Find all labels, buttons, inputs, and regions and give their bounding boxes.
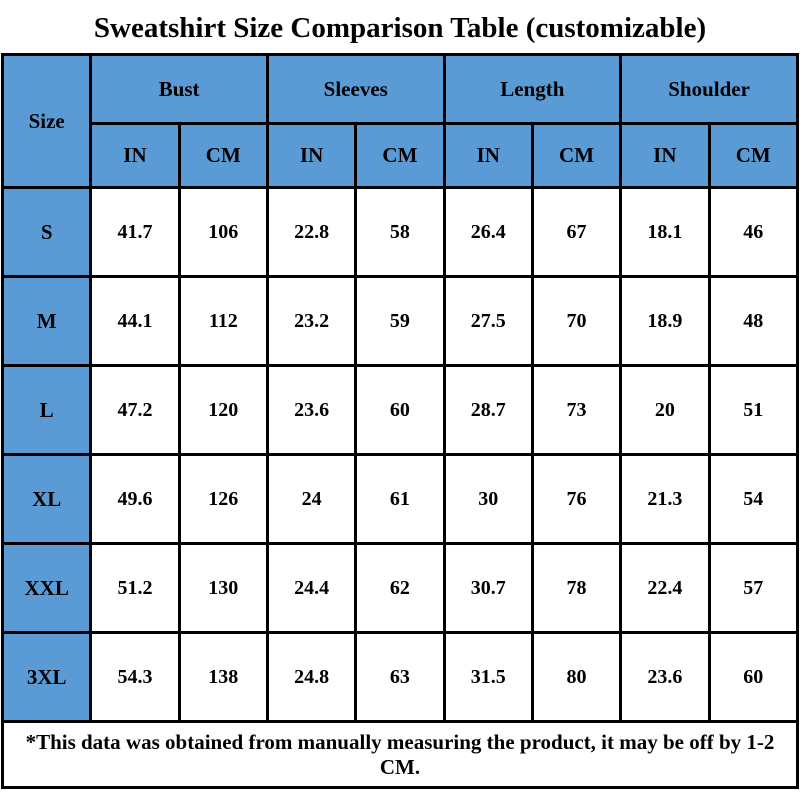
value-cell: 59 bbox=[354, 275, 446, 367]
column-group-length: Length bbox=[442, 53, 623, 125]
value-cell: 22.8 bbox=[265, 186, 358, 278]
unit-header-sleeves-in: IN bbox=[265, 122, 358, 189]
unit-header-bust-cm: CM bbox=[177, 122, 269, 189]
value-cell: 67 bbox=[530, 186, 623, 278]
value-cell: 23.6 bbox=[619, 631, 711, 723]
column-group-shoulder: Shoulder bbox=[619, 53, 799, 125]
value-cell: 63 bbox=[354, 631, 446, 723]
unit-header-row: IN CM IN CM IN CM IN CM bbox=[3, 122, 799, 189]
value-cell: 44.1 bbox=[89, 275, 181, 367]
value-cell: 20 bbox=[619, 364, 711, 456]
value-cell: 51 bbox=[707, 364, 799, 456]
row-header-size-l: L bbox=[0, 364, 93, 456]
size-chart-page: Sweatshirt Size Comparison Table (custom… bbox=[0, 11, 800, 789]
group-header-row: Size Bust Sleeves Length Shoulder bbox=[0, 53, 799, 189]
value-cell: 54 bbox=[707, 453, 799, 545]
table-row: M 44.1 112 23.2 59 27.5 70 18.9 48 bbox=[0, 275, 799, 367]
value-cell: 31.5 bbox=[442, 631, 534, 723]
column-group-sleeves: Sleeves bbox=[265, 53, 446, 125]
unit-header-bust-in: IN bbox=[89, 122, 181, 189]
value-cell: 62 bbox=[354, 542, 446, 634]
value-cell: 24 bbox=[265, 453, 358, 545]
table-row: 3XL 54.3 138 24.8 63 31.5 80 23.6 60 bbox=[0, 631, 799, 723]
unit-header-shoulder-in: IN bbox=[619, 122, 711, 189]
table-row: S 41.7 106 22.8 58 26.4 67 18.1 46 bbox=[0, 186, 799, 278]
unit-header-length-cm: CM bbox=[530, 122, 623, 189]
value-cell: 80 bbox=[530, 631, 623, 723]
value-cell: 24.8 bbox=[265, 631, 358, 723]
value-cell: 21.3 bbox=[619, 453, 711, 545]
value-cell: 120 bbox=[177, 364, 269, 456]
value-cell: 30.7 bbox=[442, 542, 534, 634]
value-cell: 48 bbox=[707, 275, 799, 367]
value-cell: 138 bbox=[177, 631, 269, 723]
unit-header-length-in: IN bbox=[442, 122, 534, 189]
value-cell: 70 bbox=[530, 275, 623, 367]
value-cell: 60 bbox=[354, 364, 446, 456]
value-cell: 22.4 bbox=[619, 542, 711, 634]
value-cell: 27.5 bbox=[442, 275, 534, 367]
value-cell: 58 bbox=[354, 186, 446, 278]
value-cell: 57 bbox=[707, 542, 799, 634]
value-cell: 30 bbox=[442, 453, 534, 545]
value-cell: 23.6 bbox=[265, 364, 358, 456]
row-header-size-3xl: 3XL bbox=[0, 631, 93, 723]
value-cell: 28.7 bbox=[442, 364, 534, 456]
value-cell: 47.2 bbox=[89, 364, 181, 456]
value-cell: 78 bbox=[530, 542, 623, 634]
row-header-size-m: M bbox=[0, 275, 93, 367]
table-row: XXL 51.2 130 24.4 62 30.7 78 22.4 57 bbox=[0, 542, 799, 634]
value-cell: 18.1 bbox=[619, 186, 711, 278]
value-cell: 126 bbox=[177, 453, 269, 545]
unit-header-sleeves-cm: CM bbox=[354, 122, 446, 189]
value-cell: 60 bbox=[707, 631, 799, 723]
value-cell: 112 bbox=[177, 275, 269, 367]
value-cell: 130 bbox=[177, 542, 269, 634]
size-comparison-table: Size Bust Sleeves Length Shoulder IN CM … bbox=[0, 53, 799, 789]
unit-header-shoulder-cm: CM bbox=[707, 122, 799, 189]
value-cell: 26.4 bbox=[442, 186, 534, 278]
page-title: Sweatshirt Size Comparison Table (custom… bbox=[93, 12, 707, 44]
value-cell: 18.9 bbox=[619, 275, 711, 367]
column-header-size: Size bbox=[0, 53, 93, 189]
value-cell: 51.2 bbox=[89, 542, 181, 634]
value-cell: 106 bbox=[177, 186, 269, 278]
row-header-size-xl: XL bbox=[0, 453, 93, 545]
footnote-row: *This data was obtained from manually me… bbox=[1, 720, 799, 789]
value-cell: 23.2 bbox=[265, 275, 358, 367]
value-cell: 73 bbox=[530, 364, 623, 456]
table-row: L 47.2 120 23.6 60 28.7 73 20 51 bbox=[0, 364, 799, 456]
value-cell: 24.4 bbox=[265, 542, 358, 634]
value-cell: 54.3 bbox=[89, 631, 181, 723]
row-header-size-s: S bbox=[0, 186, 93, 278]
value-cell: 61 bbox=[354, 453, 446, 545]
value-cell: 46 bbox=[707, 186, 799, 278]
value-cell: 76 bbox=[530, 453, 623, 545]
row-header-size-xxl: XXL bbox=[0, 542, 93, 634]
column-group-bust: Bust bbox=[89, 53, 269, 125]
value-cell: 41.7 bbox=[89, 186, 181, 278]
table-row: XL 49.6 126 24 61 30 76 21.3 54 bbox=[0, 453, 799, 545]
footnote-text: *This data was obtained from manually me… bbox=[1, 720, 799, 789]
value-cell: 49.6 bbox=[89, 453, 181, 545]
